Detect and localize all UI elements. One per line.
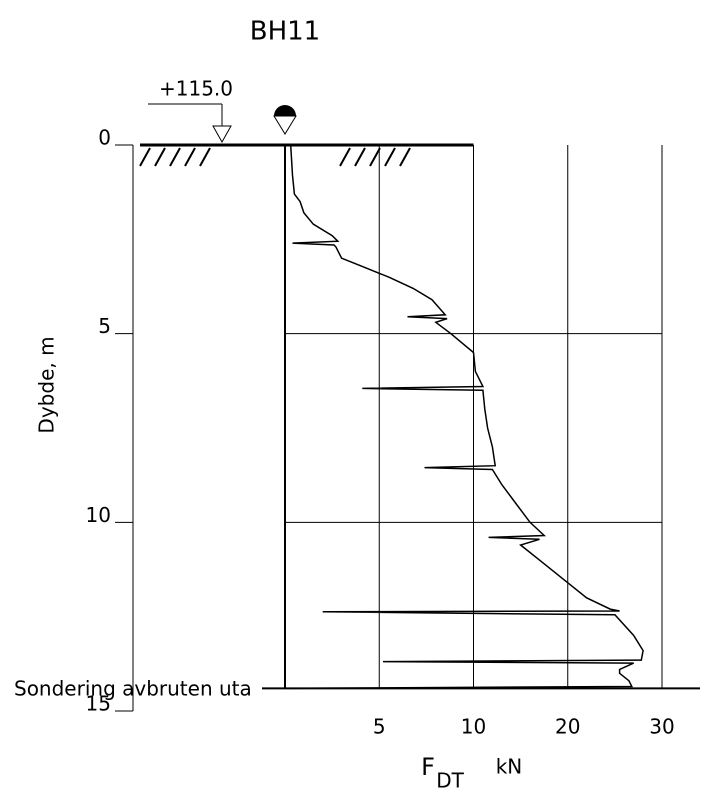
elevation-triangle	[212, 125, 232, 144]
sounding-curve	[284, 144, 644, 690]
x-axis-unit: kN	[496, 755, 523, 779]
water-symbol	[274, 105, 296, 116]
y-axis-label: Dybde, m	[35, 336, 59, 433]
x-tick-label: 30	[649, 715, 674, 739]
water-symbol	[273, 115, 297, 135]
x-tick-label: 10	[461, 715, 486, 739]
y-tick-label: 5	[98, 314, 111, 338]
elevation-label: +115.0	[159, 77, 233, 101]
ground-hatch	[139, 147, 411, 167]
x-axis-label-subscript: DT	[436, 769, 464, 793]
x-tick-label: 5	[373, 715, 386, 739]
y-tick-label: 10	[86, 503, 111, 527]
y-tick-label: 15	[86, 692, 111, 716]
x-axis-label: F	[421, 753, 435, 781]
chart-title: BH11	[250, 17, 320, 47]
y-tick-label: 0	[98, 126, 111, 150]
x-tick-label: 20	[555, 715, 580, 739]
